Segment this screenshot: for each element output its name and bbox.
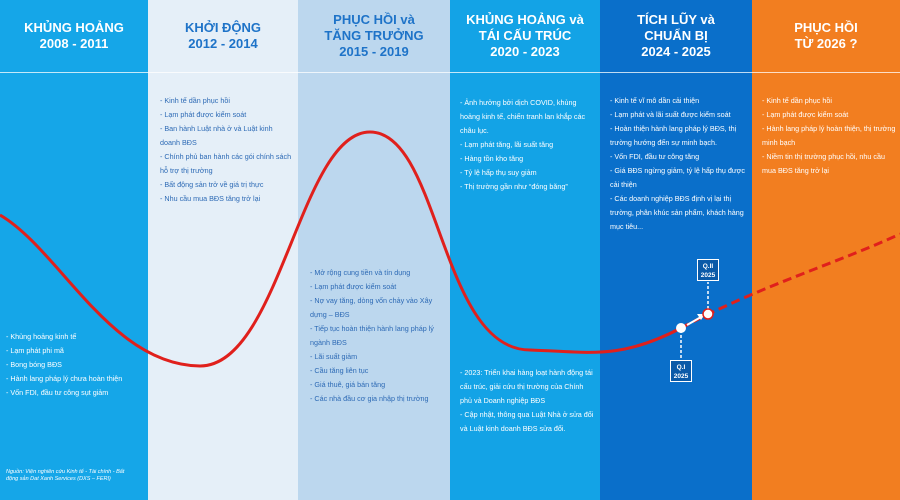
phase-title: TÍCH LŨY và <box>637 12 715 27</box>
phase-5-bullets: Kinh tế vĩ mô dần cải thiện Lạm phát và … <box>610 94 746 234</box>
header-divider <box>600 72 752 73</box>
phase-header: PHỤC HỒI TỪ 2026 ? <box>752 0 900 72</box>
list-item: Bất động sản trở về giá trị thực <box>160 178 294 192</box>
q2-2025-point <box>702 308 714 320</box>
list-item: Niềm tin thị trường phục hồi, nhu cầu mu… <box>762 150 896 178</box>
phase-title: PHỤC HỒI và <box>333 12 415 27</box>
marker-year: 2025 <box>700 272 716 279</box>
header-divider <box>298 72 450 73</box>
list-item: Lạm phát tăng, lãi suất tăng <box>460 138 596 152</box>
list-item: Giá BĐS ngừng giảm, tỷ lệ hấp thụ được c… <box>610 164 746 192</box>
phase-3-bullets: Mở rộng cung tiền và tín dụng Lạm phát đ… <box>310 266 444 406</box>
cycle-curve-solid <box>0 130 682 368</box>
phase-title: KHỦNG HOẢNG <box>24 20 124 35</box>
phase-period: 2008 - 2011 <box>39 36 109 51</box>
list-item: Vốn FDI, đầu tư công tăng <box>610 150 746 164</box>
phase-2-bullets: Kinh tế dần phục hồi Lạm phát được kiểm … <box>160 94 294 206</box>
phase-header: KHỦNG HOẢNG và TÁI CẤU TRÚC 2020 - 2023 <box>450 0 600 72</box>
phase-header: TÍCH LŨY và CHUẨN BỊ 2024 - 2025 <box>600 0 752 72</box>
list-item: Ban hành Luật nhà ở và Luật kinh doanh B… <box>160 122 294 150</box>
list-item: Tiếp tục hoàn thiện hành lang pháp lý ng… <box>310 322 444 350</box>
list-item: Chính phủ ban hành các gói chính sách hỗ… <box>160 150 294 178</box>
q2-2025-label: Q.II 2025 <box>697 259 719 281</box>
q1-2025-point <box>676 323 686 333</box>
phase-period: 2020 - 2023 <box>490 44 560 59</box>
phase-header: KHỦNG HOẢNG 2008 - 2011 <box>0 0 148 72</box>
list-item: Lãi suất giảm <box>310 350 444 364</box>
list-item: Thị trường gần như “đóng băng” <box>460 180 596 194</box>
list-item: Các doanh nghiệp BĐS định vị lại thị trư… <box>610 192 746 234</box>
phase-6-bullets: Kinh tế dần phục hồi Lạm phát được kiểm … <box>762 94 896 178</box>
header-divider <box>0 72 148 73</box>
list-item: Vốn FDI, đầu tư công sụt giảm <box>6 386 144 400</box>
list-item: Các nhà đầu cơ gia nhập thị trường <box>310 392 444 406</box>
list-item: Hành lang pháp lý chưa hoàn thiện <box>6 372 144 386</box>
phase-header: KHỞI ĐỘNG 2012 - 2014 <box>148 0 298 72</box>
phase-title-line2: TÁI CẤU TRÚC <box>478 28 572 43</box>
phase-column-recovery-2026: PHỤC HỒI TỪ 2026 ? <box>752 0 900 500</box>
header-divider <box>752 72 900 73</box>
list-item: Hàng tồn kho tăng <box>460 152 596 166</box>
list-item: Giá thuê, giá bán tăng <box>310 378 444 392</box>
marker-quarter: Q.I <box>676 364 686 371</box>
list-item: Cầu tăng liên tục <box>310 364 444 378</box>
list-item: Tỷ lệ hấp thụ suy giảm <box>460 166 596 180</box>
phase-1-bullets: Khủng hoảng kinh tế Lạm phát phi mã Bong… <box>6 330 144 400</box>
phase-title: KHỞI ĐỘNG <box>184 20 262 35</box>
marker-year: 2025 <box>673 373 689 380</box>
list-item: Hành lang pháp lý hoàn thiện, thị trường… <box>762 122 896 150</box>
phase-period: 2012 - 2014 <box>188 36 258 51</box>
list-item: Mở rộng cung tiền và tín dụng <box>310 266 444 280</box>
q1-2025-label: Q.I 2025 <box>670 360 692 382</box>
trend-arrow <box>686 316 702 326</box>
list-item: Lạm phát được kiểm soát <box>762 108 896 122</box>
phase-title: PHỤC HỒI <box>794 20 858 35</box>
list-item: Ảnh hưởng bởi dịch COVID, khủng hoảng ki… <box>460 96 596 138</box>
source-note: Nguồn: Viện nghiên cứu Kinh tế - Tài chí… <box>6 469 125 482</box>
list-item: Nợ vay tăng, dòng vốn chảy vào Xây dựng … <box>310 294 444 322</box>
list-item: Kinh tế dần phục hồi <box>762 94 896 108</box>
list-item: Nhu cầu mua BĐS tăng trở lại <box>160 192 294 206</box>
list-item: Lạm phát phi mã <box>6 344 144 358</box>
list-item: Cập nhật, thông qua Luật Nhà ở sửa đổi v… <box>460 408 596 436</box>
phase-column-accumulation-2024: TÍCH LŨY và CHUẨN BỊ 2024 - 2025 <box>600 0 752 500</box>
marker-quarter: Q.II <box>702 263 714 270</box>
cycle-curve-dashed <box>680 232 900 330</box>
list-item: Kinh tế dần phục hồi <box>160 94 294 108</box>
header-divider <box>148 72 298 73</box>
phase-column-crisis-2008: KHỦNG HOẢNG 2008 - 2011 <box>0 0 148 500</box>
phase-4-bullets-2023: 2023: Triển khai hàng loạt hành động tái… <box>460 366 596 436</box>
phase-title-line2: TĂNG TRƯỞNG <box>324 28 424 43</box>
phase-column-recovery-2015: PHỤC HỒI và TĂNG TRƯỞNG 2015 - 2019 <box>298 0 450 500</box>
phase-period: 2024 - 2025 <box>641 44 711 59</box>
phase-period: TỪ 2026 ? <box>794 36 858 51</box>
phase-title-line2: CHUẨN BỊ <box>644 28 708 43</box>
list-item: Lạm phát được kiểm soát <box>310 280 444 294</box>
list-item: Lạm phát được kiểm soát <box>160 108 294 122</box>
list-item: Lạm phát và lãi suất được kiểm soát <box>610 108 746 122</box>
phase-column-startup-2012: KHỞI ĐỘNG 2012 - 2014 <box>148 0 298 500</box>
list-item: Hoàn thiện hành lang pháp lý BĐS, thị tr… <box>610 122 746 150</box>
phase-header: PHỤC HỒI và TĂNG TRƯỞNG 2015 - 2019 <box>298 0 450 72</box>
list-item: Bong bóng BĐS <box>6 358 144 372</box>
list-item: Khủng hoảng kinh tế <box>6 330 144 344</box>
list-item: 2023: Triển khai hàng loạt hành động tái… <box>460 366 596 408</box>
phase-4-bullets: Ảnh hưởng bởi dịch COVID, khủng hoảng ki… <box>460 96 596 194</box>
phase-title: KHỦNG HOẢNG và <box>466 12 584 27</box>
phase-period: 2015 - 2019 <box>339 44 409 59</box>
list-item: Kinh tế vĩ mô dần cải thiện <box>610 94 746 108</box>
header-divider <box>450 72 600 73</box>
